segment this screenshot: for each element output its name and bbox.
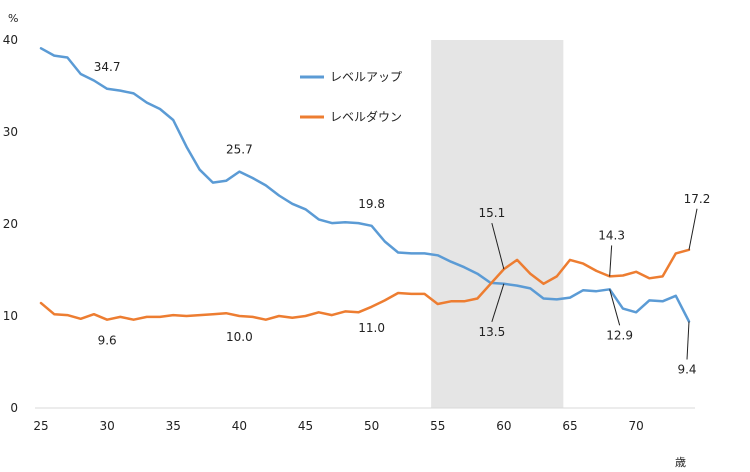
annotation-leader-line (688, 208, 698, 250)
x-tick-labels: 25 30 35 40 45 50 55 60 65 70 (33, 419, 643, 433)
annotation-leader-line (491, 222, 505, 270)
data-label: 9.4 (677, 363, 696, 377)
y-tick-label: 40 (3, 33, 18, 47)
annotation-leader-line (609, 245, 613, 277)
series-line-1 (39, 248, 691, 321)
x-tick-label: 70 (628, 419, 643, 433)
x-tick-label: 25 (33, 419, 48, 433)
x-tick-label: 65 (562, 419, 577, 433)
highlight-band-55-64 (431, 40, 564, 408)
data-label: 15.1 (478, 206, 505, 220)
x-tick-label: 45 (298, 419, 313, 433)
legend-label-0: レベルアップ (330, 70, 402, 84)
data-label: 14.3 (598, 228, 625, 242)
y-tick-label: 20 (3, 217, 18, 231)
x-tick-label: 40 (232, 419, 247, 433)
series-line-0 (39, 47, 691, 323)
data-label: 11.0 (358, 321, 385, 335)
x-tick-label: 50 (364, 419, 379, 433)
data-annotations: 34.7 25.7 19.8 9.6 10.0 11.0 15.1 13.5 14.3 12.9 1… (94, 60, 711, 377)
data-label: 10.0 (226, 330, 253, 344)
annotation-leader-line (609, 289, 621, 326)
y-tick-label: 10 (3, 309, 18, 323)
data-label: 13.5 (478, 325, 505, 339)
data-label: 12.9 (606, 328, 633, 342)
y-tick-label: 30 (3, 125, 18, 139)
data-label: 17.2 (684, 192, 711, 206)
x-tick-label: 55 (430, 419, 445, 433)
x-tick-label: 30 (99, 419, 114, 433)
annotation-leader-line (686, 321, 690, 360)
x-tick-label: 35 (166, 419, 181, 433)
x-tick-label: 60 (496, 419, 511, 433)
data-label: 34.7 (94, 60, 121, 74)
y-tick-label: 0 (10, 401, 18, 415)
series-lines (39, 47, 691, 323)
x-axis-unit-label: 歳 (675, 456, 686, 469)
annotation-leader-line (491, 283, 505, 322)
data-label: 19.8 (358, 197, 385, 211)
legend-label-1: レベルダウン (330, 109, 402, 124)
data-label: 9.6 (98, 334, 117, 348)
y-tick-labels: 0 10 20 30 40 (3, 33, 18, 415)
y-axis-unit-label: % (8, 12, 18, 25)
data-label: 25.7 (226, 143, 253, 157)
